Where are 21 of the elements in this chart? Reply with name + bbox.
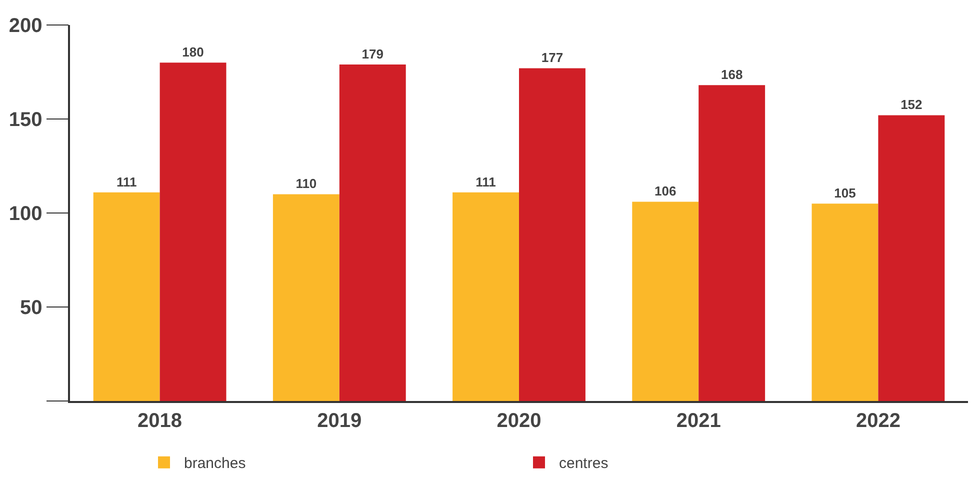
x-tick-label: 2018	[138, 410, 182, 432]
legend-label: centres	[559, 455, 608, 472]
data-label: 106	[654, 184, 676, 199]
x-tick-label: 2021	[676, 410, 721, 432]
data-label: 180	[182, 44, 204, 60]
y-tick-label: 200	[8, 15, 42, 37]
data-label: 105	[834, 186, 856, 201]
legend-label: branches	[184, 455, 246, 472]
data-label: 177	[541, 50, 564, 66]
data-label: 111	[476, 174, 496, 190]
data-label: 152	[900, 97, 922, 112]
data-label: 110	[296, 176, 317, 192]
data-label: 111	[116, 174, 137, 190]
y-tick-label: 150	[8, 109, 42, 131]
x-tick-label: 2019	[317, 410, 362, 432]
y-tick-label: 100	[8, 203, 42, 225]
data-label: 168	[720, 67, 743, 82]
x-tick-label: 2022	[856, 410, 900, 432]
y-tick-label: 50	[20, 297, 42, 319]
x-tick-label: 2020	[496, 410, 542, 432]
data-label: 179	[362, 46, 384, 62]
